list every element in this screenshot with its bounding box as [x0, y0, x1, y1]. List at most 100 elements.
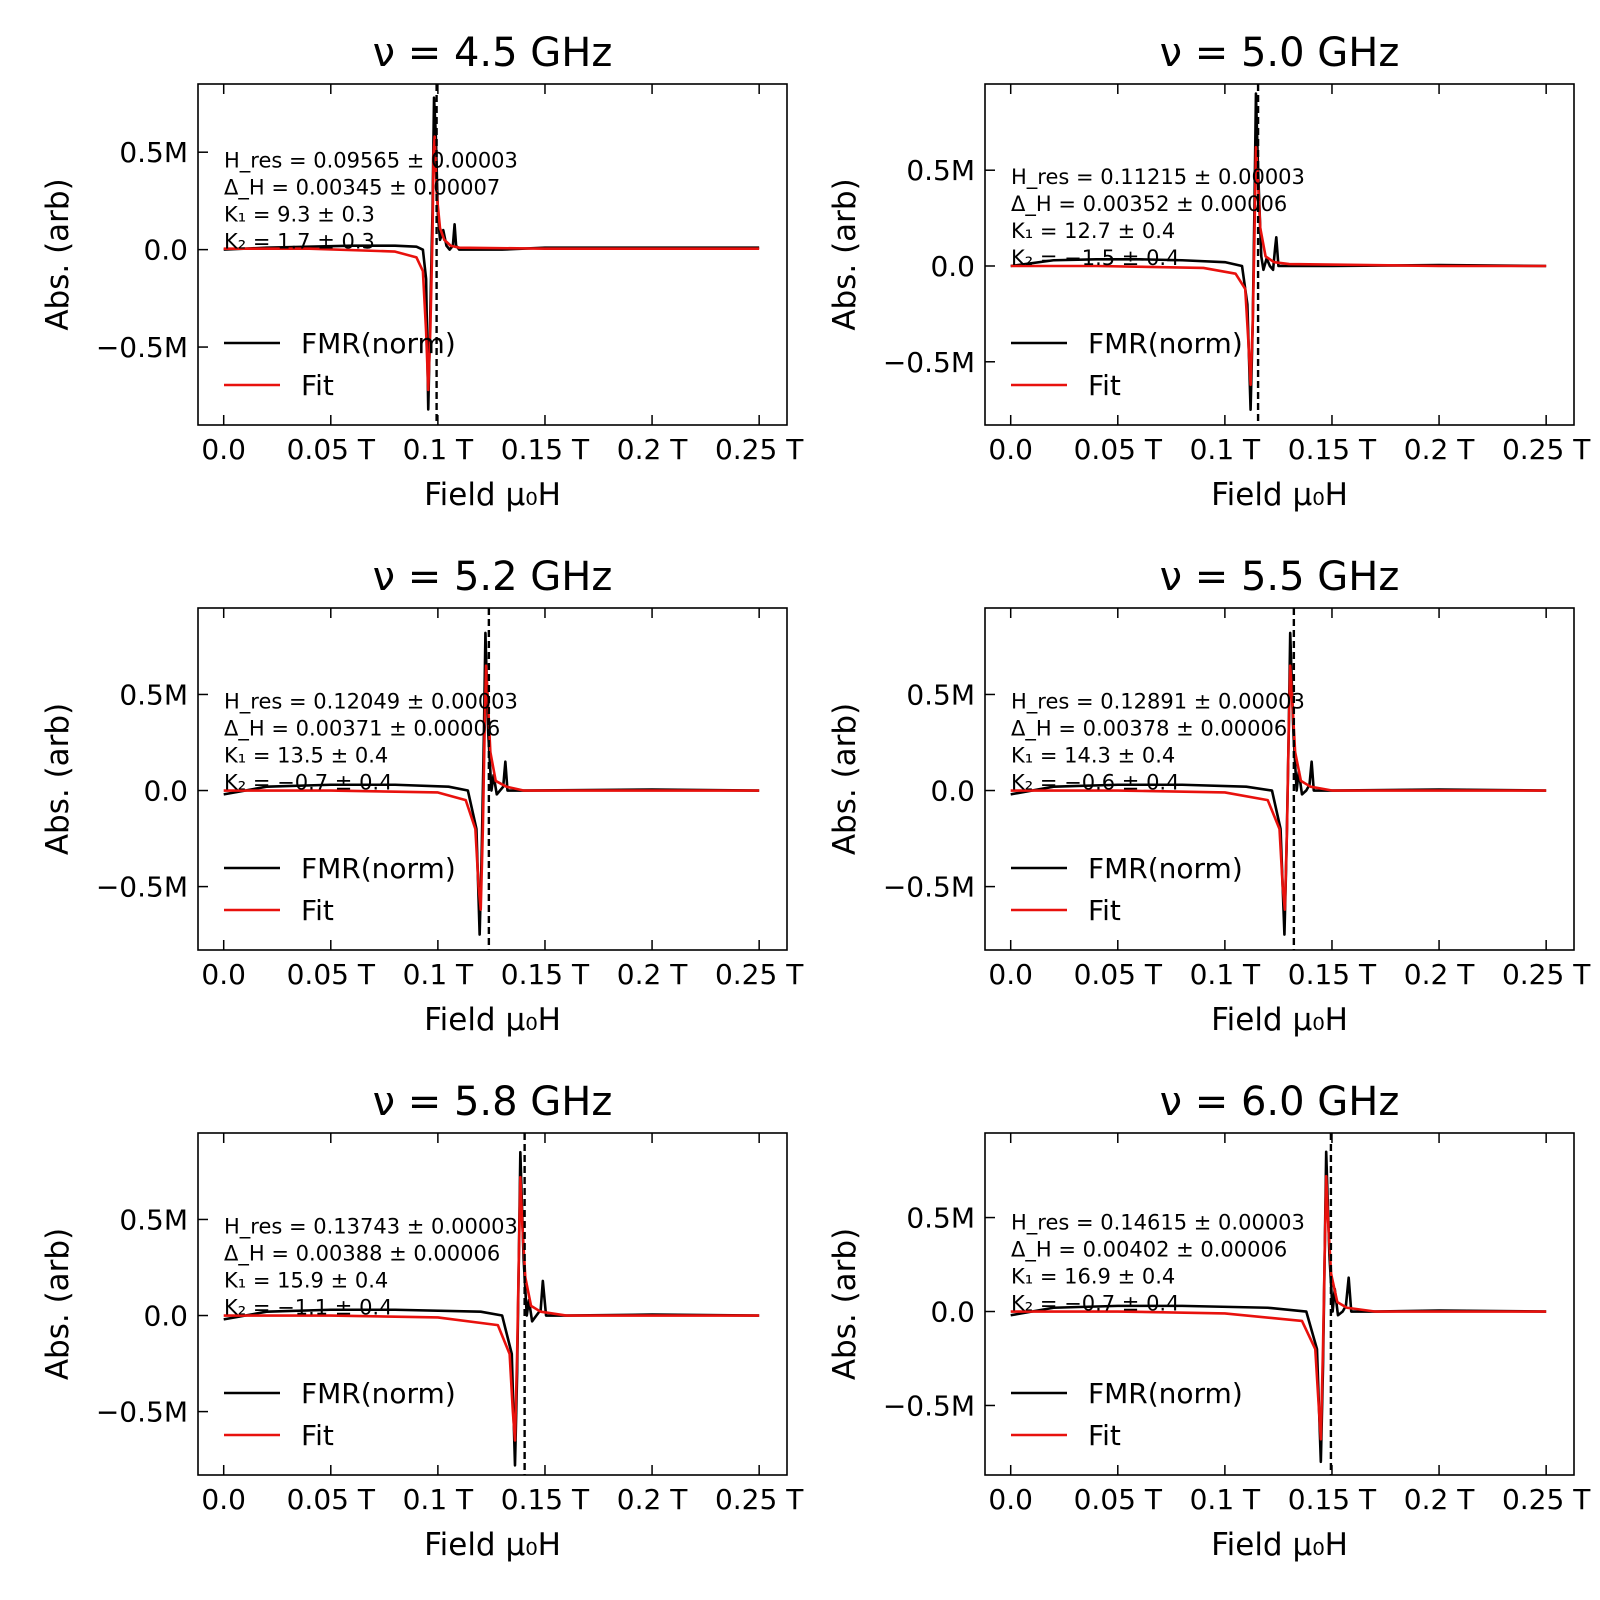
x-tick-label: 0.15 T — [1288, 958, 1377, 991]
plot-area — [223, 84, 760, 425]
axes-frame — [197, 607, 788, 951]
x-tick-label: 0.0 — [988, 433, 1033, 466]
fit-annotation: K₁ = 14.3 ± 0.4 — [1011, 744, 1175, 768]
x-tick-label: 0.25 T — [715, 433, 804, 466]
x-axis-label: Field μ₀H — [1211, 1002, 1348, 1038]
y-axis-label: Abs. (arb) — [40, 178, 76, 330]
x-tick-label: 0.05 T — [287, 958, 376, 991]
y-tick-label: 0.5M — [906, 154, 975, 187]
x-axis-label: Field μ₀H — [424, 477, 561, 513]
x-tick-label: 0.25 T — [1502, 433, 1591, 466]
series-line-fit — [223, 135, 760, 392]
chart-title: ν = 5.2 GHz — [373, 554, 613, 600]
legend: FMR(norm) Fit — [1011, 327, 1243, 402]
subplot-1: ν = 4.5 GHz 0.0 0.05 T 0.1 T 0.15 T 0.2 T 0.25… — [40, 30, 804, 513]
y-tick-label: 0.0 — [143, 775, 188, 808]
legend: FMR(norm) Fit — [1011, 1377, 1243, 1452]
x-tick-label: 0.2 T — [617, 433, 688, 466]
y-tick-label: 0.5M — [906, 1202, 975, 1235]
chart-title: ν = 5.5 GHz — [1160, 554, 1400, 600]
x-tick-label: 0.1 T — [403, 958, 474, 991]
legend-label: FMR(norm) — [301, 852, 456, 885]
y-tick-label: 0.0 — [143, 1300, 188, 1333]
subplot-5: ν = 5.8 GHz 0.0 0.05 T 0.1 T 0.15 T 0.2 T 0.25… — [40, 1079, 804, 1563]
x-tick-label: 0.0 — [201, 1483, 246, 1516]
x-tick-label: 0.2 T — [1404, 1483, 1475, 1516]
fit-annotation: Δ_H = 0.00388 ± 0.00006 — [224, 1242, 500, 1267]
x-axis-label: Field μ₀H — [1211, 1527, 1348, 1563]
x-tick-label: 0.25 T — [715, 958, 804, 991]
y-axis-label: Abs. (arb) — [827, 1228, 863, 1380]
fit-annotation: Δ_H = 0.00352 ± 0.00006 — [1011, 192, 1287, 217]
y-tick-label: 0.0 — [930, 775, 975, 808]
x-axis-label: Field μ₀H — [1211, 477, 1348, 513]
y-tick-label: 0.5M — [119, 1203, 188, 1236]
plot-area — [1010, 84, 1547, 425]
y-axis-label: Abs. (arb) — [40, 1228, 76, 1380]
legend-label: Fit — [1088, 894, 1121, 927]
y-tick-label: 0.5M — [119, 678, 188, 711]
x-tick-label: 0.15 T — [501, 1483, 590, 1516]
axes-frame — [984, 1132, 1575, 1476]
y-tick-label: 0.5M — [906, 678, 975, 711]
fit-annotation: K₂ = −1.1 ± 0.4 — [224, 1296, 392, 1320]
fit-annotation: K₁ = 16.9 ± 0.4 — [1011, 1265, 1175, 1289]
x-tick-label: 0.25 T — [1502, 1483, 1591, 1516]
fit-annotation: K₁ = 13.5 ± 0.4 — [224, 744, 388, 768]
y-tick-label: −0.5M — [96, 871, 188, 904]
fit-annotation: K₁ = 12.7 ± 0.4 — [1011, 219, 1175, 243]
x-tick-label: 0.15 T — [1288, 433, 1377, 466]
x-tick-label: 0.2 T — [1404, 433, 1475, 466]
plot-area — [1010, 608, 1547, 950]
x-tick-label: 0.05 T — [1074, 958, 1163, 991]
fit-annotation: Δ_H = 0.00402 ± 0.00006 — [1011, 1238, 1287, 1263]
x-tick-label: 0.0 — [988, 1483, 1033, 1516]
x-tick-label: 0.15 T — [501, 433, 590, 466]
x-tick-label: 0.1 T — [403, 433, 474, 466]
fit-annotation: K₁ = 15.9 ± 0.4 — [224, 1269, 388, 1293]
y-tick-label: −0.5M — [883, 871, 975, 904]
legend-label: FMR(norm) — [301, 327, 456, 360]
chart-title: ν = 4.5 GHz — [373, 30, 613, 76]
fit-annotation: K₂ = −0.6 ± 0.4 — [1011, 771, 1179, 795]
x-tick-label: 0.1 T — [403, 1483, 474, 1516]
fit-annotation: K₂ = 1.7 ± 0.3 — [224, 230, 375, 254]
axes-frame — [984, 83, 1575, 426]
x-tick-label: 0.0 — [201, 433, 246, 466]
x-tick-label: 0.15 T — [1288, 1483, 1377, 1516]
legend-label: FMR(norm) — [1088, 852, 1243, 885]
x-tick-label: 0.1 T — [1190, 958, 1261, 991]
y-tick-label: −0.5M — [883, 346, 975, 379]
y-axis-label: Abs. (arb) — [827, 178, 863, 330]
x-tick-label: 0.2 T — [617, 958, 688, 991]
chart-title: ν = 6.0 GHz — [1160, 1079, 1400, 1125]
subplot-3: ν = 5.2 GHz 0.0 0.05 T 0.1 T 0.15 T 0.2 T 0.25… — [40, 554, 804, 1038]
plot-area — [1010, 1133, 1547, 1475]
subplot-2: ν = 5.0 GHz 0.0 0.05 T 0.1 T 0.15 T 0.2 T 0.25… — [827, 30, 1591, 513]
axes-frame — [197, 1132, 788, 1476]
axes-frame — [197, 83, 788, 426]
series-line-fit — [1010, 664, 1547, 911]
chart-title: ν = 5.8 GHz — [373, 1079, 613, 1125]
fit-annotation: K₂ = −0.7 ± 0.4 — [1011, 1292, 1179, 1316]
legend-label: Fit — [1088, 369, 1121, 402]
y-tick-label: −0.5M — [96, 1396, 188, 1429]
fit-annotation: Δ_H = 0.00371 ± 0.00006 — [224, 717, 500, 742]
x-tick-label: 0.0 — [201, 958, 246, 991]
fit-annotation: H_res = 0.12891 ± 0.00003 — [1011, 690, 1305, 715]
x-axis-label: Field μ₀H — [424, 1527, 561, 1563]
y-axis-label: Abs. (arb) — [827, 703, 863, 855]
fit-annotation: H_res = 0.11215 ± 0.00003 — [1011, 165, 1305, 190]
fit-annotation: Δ_H = 0.00378 ± 0.00006 — [1011, 717, 1287, 742]
fit-annotation: H_res = 0.12049 ± 0.00003 — [224, 690, 518, 715]
subplot-6: ν = 6.0 GHz 0.0 0.05 T 0.1 T 0.15 T 0.2 T 0.25… — [827, 1079, 1591, 1563]
legend: FMR(norm) Fit — [224, 852, 456, 927]
x-tick-label: 0.05 T — [1074, 433, 1163, 466]
x-tick-label: 0.2 T — [1404, 958, 1475, 991]
series-line-fit — [1010, 1174, 1547, 1441]
y-tick-label: 0.0 — [930, 1296, 975, 1329]
plot-area — [223, 1133, 760, 1475]
series-line-fit — [223, 1175, 760, 1442]
fit-annotation: H_res = 0.14615 ± 0.00003 — [1011, 1211, 1305, 1236]
legend: FMR(norm) Fit — [224, 327, 456, 402]
